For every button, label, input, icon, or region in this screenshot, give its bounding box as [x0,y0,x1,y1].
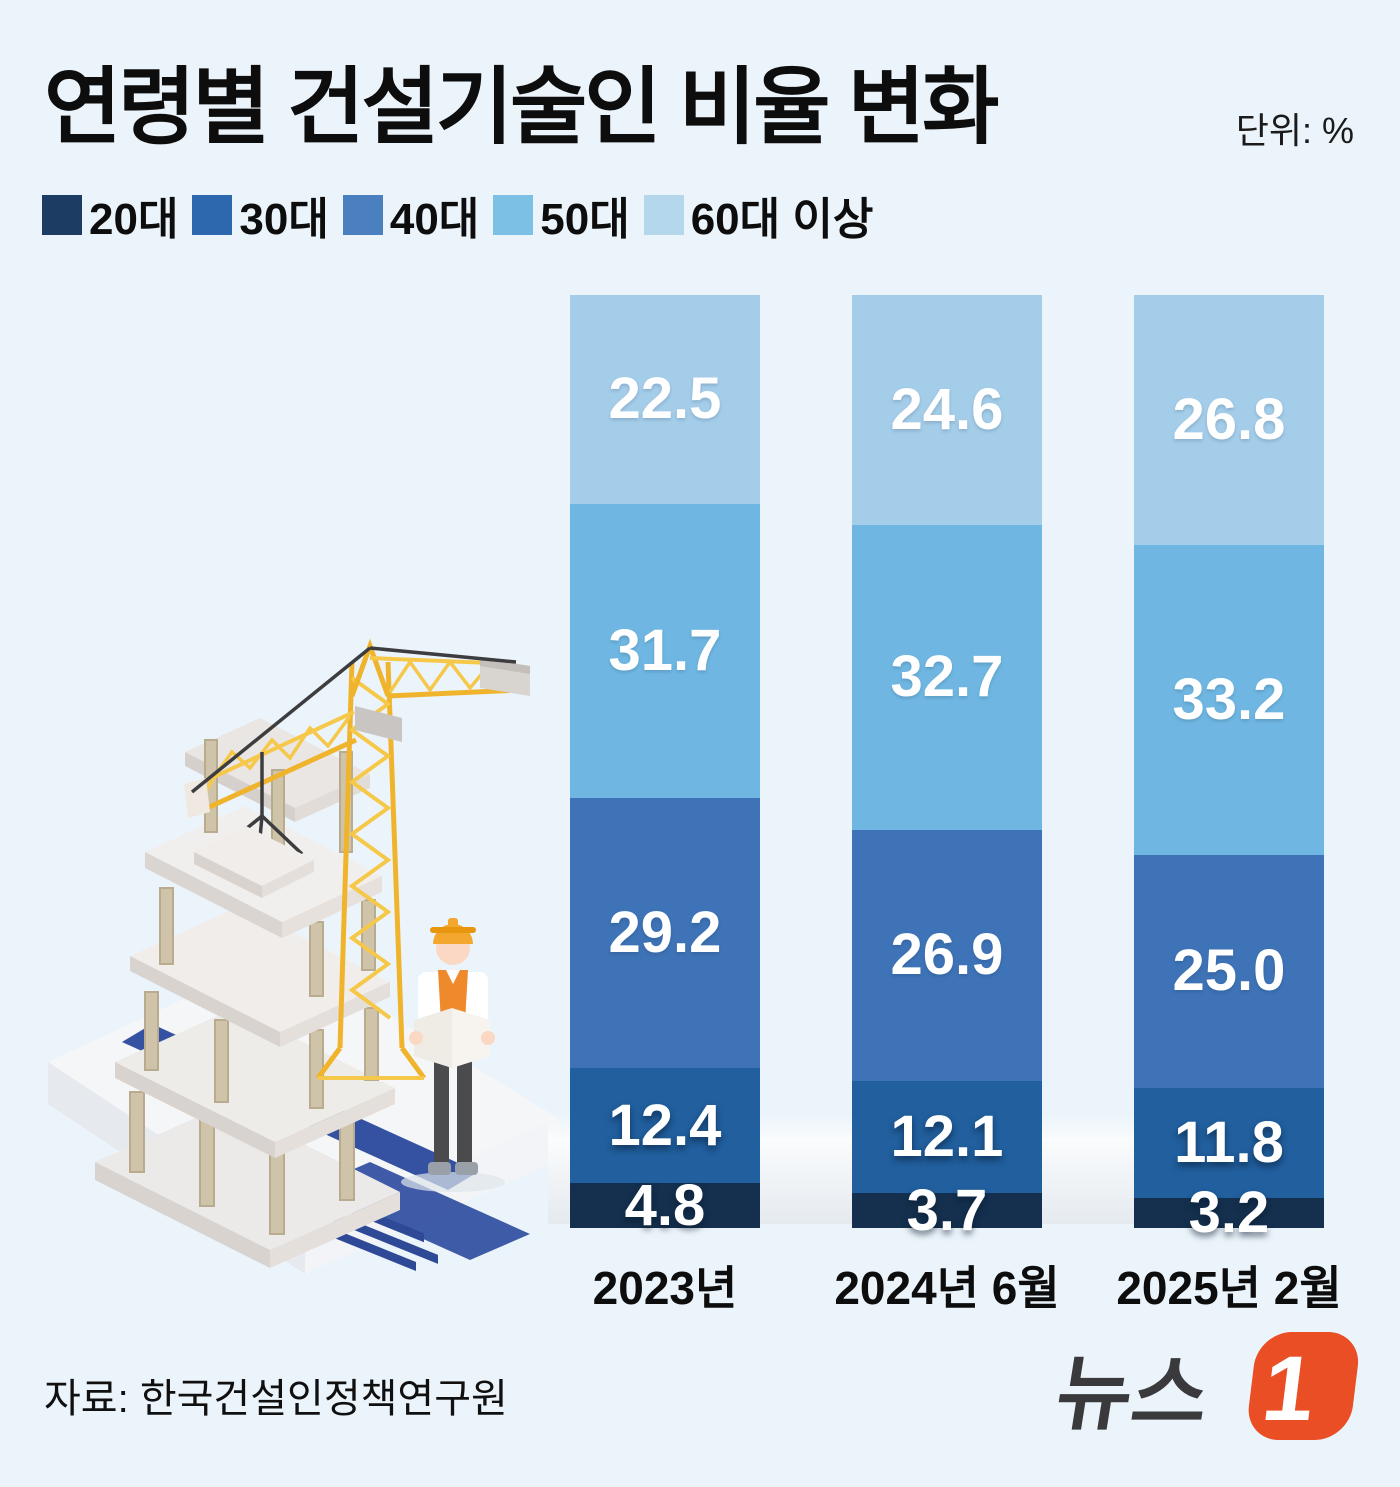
bar-segment: 29.2 [570,797,760,1069]
bar-value-label: 24.6 [890,376,1004,442]
bar-segment: 33.2 [1134,545,1324,855]
building-slab [130,906,390,1032]
chart: 22.5 31.7 29.2 12.4 4.8 2023년 24.6 32.7 26.9 12.1… [570,295,1342,1318]
construction-illustration [48,638,558,1274]
bar-value-label: 4.8 [624,1172,706,1238]
bar-value-label: 12.4 [608,1092,722,1158]
legend-label: 40대 [389,195,480,244]
bar-segment: 31.7 [570,503,760,798]
bar-value-label: 33.2 [1172,666,1286,732]
unit-label: 단위: % [1235,110,1354,151]
bar-segment: 11.8 [1134,1088,1324,1199]
legend-label: 60대 이상 [690,195,874,244]
bar-segment: 32.7 [852,524,1042,830]
worker [401,918,505,1192]
building-slab [95,1105,400,1250]
blueprint [452,1008,490,1068]
news1-logo: 뉴스 1 [1052,1332,1359,1440]
legend-label: 20대 [89,195,179,244]
crane [184,638,530,1080]
legend-color-swatch [192,195,233,235]
bar-value-label: 12.1 [890,1104,1004,1169]
news1-one: 1 [1257,1336,1321,1440]
news1-wordmark: 뉴스 [1052,1348,1215,1439]
legend-item: 60대 이상 [643,183,874,247]
legend-color-swatch [342,195,383,235]
bar-segment: 3.7 [852,1181,1042,1239]
crane-head [355,706,402,742]
legend-item: 40대 [342,183,480,247]
crane-apex [349,638,391,697]
legend-color-swatch [493,195,534,235]
page-title: 연령별 건설기술인 비율 변화 [44,60,999,154]
bar-segment: 12.1 [852,1080,1042,1194]
building [95,718,400,1268]
worker-leg [434,1060,449,1164]
legend-label: 50대 [540,195,630,244]
category-label: 2025년 2월 [1116,1262,1342,1314]
bar-value-label: 22.5 [608,366,722,432]
stacked-bar: 26.8 33.2 25.0 11.8 3.2 [1134,295,1324,1242]
bar-group: 24.6 32.7 26.9 12.1 3.7 2024년 6월 [834,295,1060,1318]
category-label: 2024년 6월 [834,1262,1060,1314]
legend: 20대 30대 40대 50대 60대 이상 [42,183,873,247]
bar-segment: 26.9 [852,829,1042,1081]
legend-item: 30대 [192,183,329,247]
blueprint [414,1008,452,1068]
bar-segment: 25.0 [1134,854,1324,1089]
bar-segment: 26.8 [1134,295,1324,546]
bar-value-label: 26.9 [890,922,1004,988]
bar-value-label: 11.8 [1174,1110,1284,1176]
bar-segment: 22.5 [570,295,760,504]
bar-value-label: 32.7 [890,644,1004,710]
legend-label: 30대 [239,195,329,244]
bar-value-label: 3.7 [906,1177,988,1243]
stacked-bar: 22.5 31.7 29.2 12.4 4.8 [570,295,760,1234]
bar-segment: 4.8 [570,1176,760,1234]
bar-group: 22.5 31.7 29.2 12.4 4.8 2023년 [570,295,760,1318]
bar-value-label: 29.2 [608,899,722,965]
bar-value-label: 31.7 [608,617,722,683]
legend-item: 50대 [493,183,630,247]
bar-segment: 24.6 [852,295,1042,525]
bar-group: 26.8 33.2 25.0 11.8 3.2 2025년 2월 [1116,295,1342,1318]
bar-value-label: 3.2 [1188,1180,1270,1246]
category-label: 2023년 [592,1262,738,1314]
legend-color-swatch [42,195,82,235]
bar-segment: 3.2 [1134,1184,1324,1242]
legend-item: 20대 [42,183,178,247]
building-slab [115,1008,395,1142]
crane-jib [369,656,530,699]
source-text: 자료: 한국건설인정책연구원 [44,1377,508,1421]
lifted-slab [194,826,314,898]
bar-value-label: 26.8 [1172,387,1286,453]
bar-value-label: 25.0 [1172,938,1286,1004]
stacked-bar: 24.6 32.7 26.9 12.1 3.7 [852,295,1042,1239]
worker-leg [457,1060,472,1164]
news1-one-badge: 1 [1248,1332,1359,1440]
bar-segment: 12.4 [570,1068,760,1184]
building-slab [185,718,370,808]
legend-color-swatch [643,195,684,235]
